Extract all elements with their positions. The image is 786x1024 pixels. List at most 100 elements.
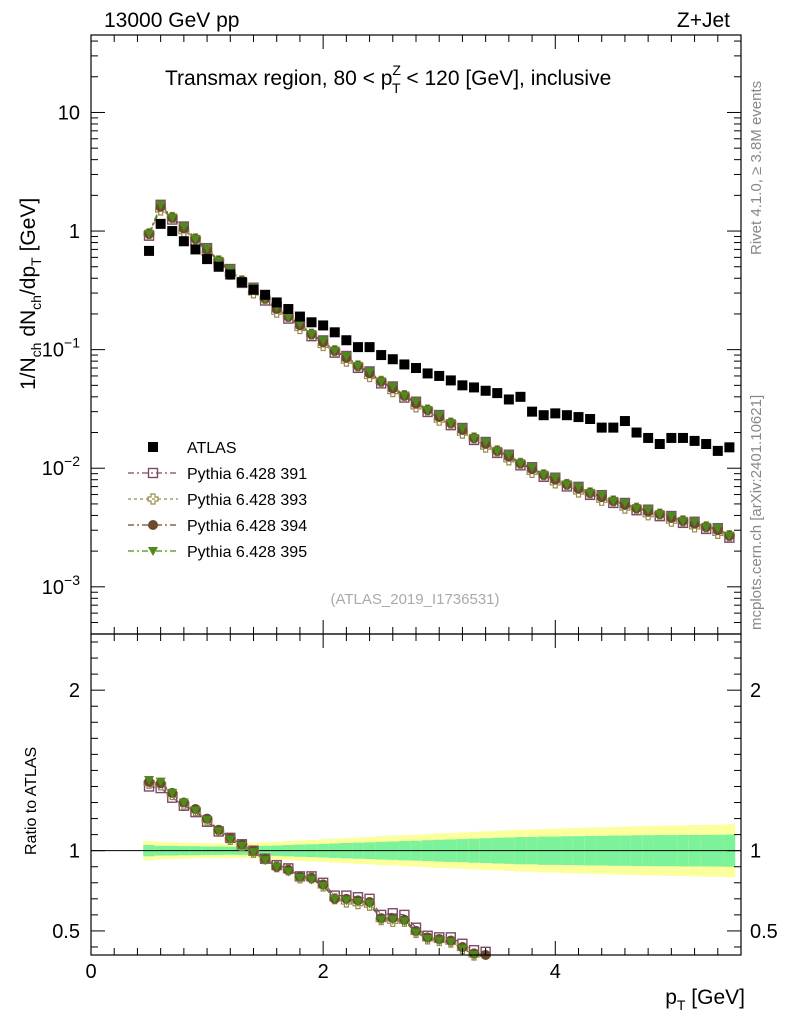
atlas-data-point — [271, 297, 282, 308]
mc-point-4 — [190, 234, 201, 244]
ratio-point-4 — [387, 915, 398, 925]
mc-point-4 — [538, 470, 549, 480]
mc-line-4 — [148, 204, 730, 536]
ratio-tick-label-right: 1 — [750, 841, 761, 863]
mc-point-4 — [283, 312, 294, 322]
legend-marker-2 — [147, 493, 159, 505]
mc-point-4 — [329, 346, 340, 356]
atlas-data-point — [457, 380, 468, 391]
legend-label-1: Pythia 6.428 391 — [187, 466, 307, 483]
atlas-data-point — [561, 410, 572, 421]
header-process-label: Z+Jet — [677, 9, 730, 32]
mc-point-4 — [712, 524, 723, 534]
legend-atlas-label: ATLAS — [187, 440, 237, 457]
mc-point-4 — [631, 504, 642, 514]
atlas-data-point — [538, 410, 549, 421]
legend-marker-3 — [148, 520, 158, 530]
mc-point-4 — [457, 423, 468, 433]
ratio-point-4 — [318, 881, 329, 891]
atlas-data-point — [550, 408, 561, 419]
atlas-data-point — [422, 368, 433, 379]
mc-point-4 — [608, 496, 619, 506]
mc-point-4 — [144, 229, 155, 239]
legend-marker-1 — [147, 467, 159, 479]
atlas-data-point — [318, 320, 329, 331]
ratio-point-4 — [248, 848, 259, 858]
atlas-data-point — [329, 327, 340, 338]
ratio-line-3 — [148, 781, 486, 956]
mc-point-4 — [178, 222, 189, 232]
atlas-data-point — [527, 406, 538, 417]
y-tick-label: 10−2 — [42, 453, 80, 480]
ratio-point-4 — [445, 938, 456, 948]
atlas-data-point — [411, 363, 421, 374]
mc-point-4 — [469, 433, 480, 443]
ratio-point-4 — [225, 835, 236, 845]
ratio-tick-label-right: 2 — [750, 680, 761, 702]
mc-point-4 — [573, 482, 584, 492]
y-tick-label: 1 — [69, 221, 80, 243]
ratio-plot-frame — [90, 633, 742, 956]
mc-point-4 — [527, 463, 538, 473]
mc-point-4 — [202, 244, 213, 254]
atlas-data-point — [434, 370, 445, 381]
plot-title: Transmax region, 80 < pZ T < 120 [GeV], i… — [165, 62, 611, 96]
mc-point-4 — [352, 361, 363, 371]
atlas-data-point — [306, 317, 317, 328]
ratio-tick-label-right: 0.5 — [750, 921, 778, 943]
x-tick-label: 2 — [318, 961, 329, 983]
atlas-data-point — [341, 335, 352, 346]
legend-atlas-marker — [148, 442, 158, 452]
ratio-line-4 — [148, 779, 486, 958]
atlas-data-point — [503, 394, 514, 405]
atlas-data-point — [480, 385, 491, 396]
mc-point-4 — [318, 336, 329, 346]
ratio-y-axis-label: Ratio to ATLAS — [23, 747, 40, 855]
ratio-point-4 — [294, 873, 305, 883]
mc-point-4 — [666, 512, 677, 522]
atlas-data-point — [144, 245, 155, 256]
mc-point-4 — [643, 505, 654, 515]
mc-point-4 — [585, 488, 596, 498]
mc-point-4 — [677, 516, 688, 526]
atlas-data-point — [376, 350, 387, 361]
atlas-data-point — [643, 432, 654, 443]
ratio-point-4 — [434, 936, 445, 946]
ratio-point-4 — [411, 928, 421, 938]
ratio-tick-label-left: 0.5 — [52, 921, 80, 943]
x-tick-label: 0 — [85, 961, 96, 983]
y-axis-label: 1/Nch dNch/dpT [GeV] — [17, 198, 44, 390]
atlas-data-point — [689, 435, 700, 446]
atlas-data-point — [352, 342, 363, 353]
atlas-data-point — [155, 218, 166, 229]
mc-point-4 — [596, 491, 607, 501]
ratio-point-4 — [144, 776, 155, 786]
mc-point-4 — [364, 367, 375, 377]
ratio-point-4 — [271, 862, 282, 872]
y-tick-label: 10 — [58, 102, 80, 124]
ratio-point-4 — [376, 915, 387, 925]
atlas-data-point — [190, 244, 201, 255]
atlas-data-point — [724, 442, 735, 453]
ratio-point-4 — [236, 841, 247, 851]
atlas-data-point — [573, 412, 584, 423]
atlas-data-point — [515, 391, 526, 402]
header-energy-label: 13000 GeV pp — [104, 9, 239, 32]
ratio-point-4 — [283, 867, 294, 877]
ratio-tick-label-left: 2 — [69, 680, 80, 702]
ratio-point-4 — [306, 875, 317, 885]
x-tick-label: 4 — [550, 961, 561, 983]
legend-label-4: Pythia 6.428 395 — [187, 544, 307, 561]
legend-label-2: Pythia 6.428 393 — [187, 492, 307, 509]
legend-marker-4 — [148, 547, 158, 556]
ratio-point-4 — [399, 917, 410, 927]
atlas-data-point — [236, 277, 247, 288]
mc-point-4 — [550, 473, 561, 483]
atlas-data-point — [619, 416, 630, 427]
mcplots-url-label: mcplots.cern.ch [arXiv:2401.10621] — [748, 395, 765, 630]
ratio-point-4 — [364, 899, 375, 909]
atlas-data-point — [399, 359, 410, 370]
atlas-data-point — [469, 382, 480, 393]
mc-point-4 — [387, 382, 398, 392]
mc-point-4 — [689, 517, 700, 527]
